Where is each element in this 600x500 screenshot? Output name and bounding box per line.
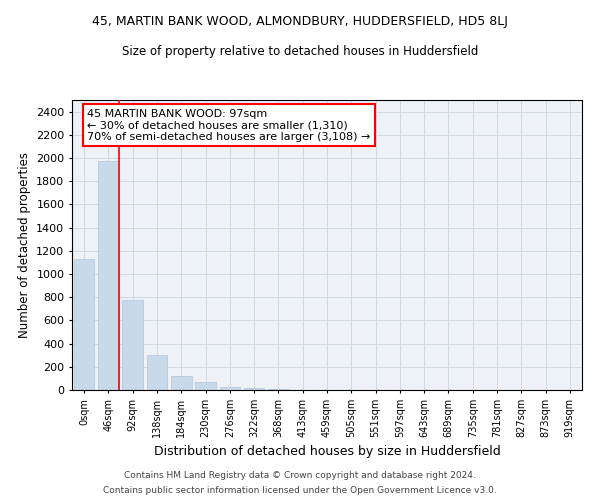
Y-axis label: Number of detached properties: Number of detached properties xyxy=(17,152,31,338)
Bar xyxy=(146,355,167,390)
Bar xyxy=(220,386,240,390)
X-axis label: Distribution of detached houses by size in Huddersfield: Distribution of detached houses by size … xyxy=(154,446,500,458)
Text: 45 MARTIN BANK WOOD: 97sqm
← 30% of detached houses are smaller (1,310)
70% of s: 45 MARTIN BANK WOOD: 97sqm ← 30% of deta… xyxy=(88,108,371,142)
Bar xyxy=(74,259,94,390)
Text: Contains HM Land Registry data © Crown copyright and database right 2024.: Contains HM Land Registry data © Crown c… xyxy=(124,471,476,480)
Bar xyxy=(244,388,265,390)
Bar xyxy=(268,389,289,390)
Bar xyxy=(122,300,143,390)
Text: Size of property relative to detached houses in Huddersfield: Size of property relative to detached ho… xyxy=(122,45,478,58)
Bar xyxy=(98,162,119,390)
Bar xyxy=(171,376,191,390)
Bar xyxy=(195,382,216,390)
Text: Contains public sector information licensed under the Open Government Licence v3: Contains public sector information licen… xyxy=(103,486,497,495)
Text: 45, MARTIN BANK WOOD, ALMONDBURY, HUDDERSFIELD, HD5 8LJ: 45, MARTIN BANK WOOD, ALMONDBURY, HUDDER… xyxy=(92,15,508,28)
